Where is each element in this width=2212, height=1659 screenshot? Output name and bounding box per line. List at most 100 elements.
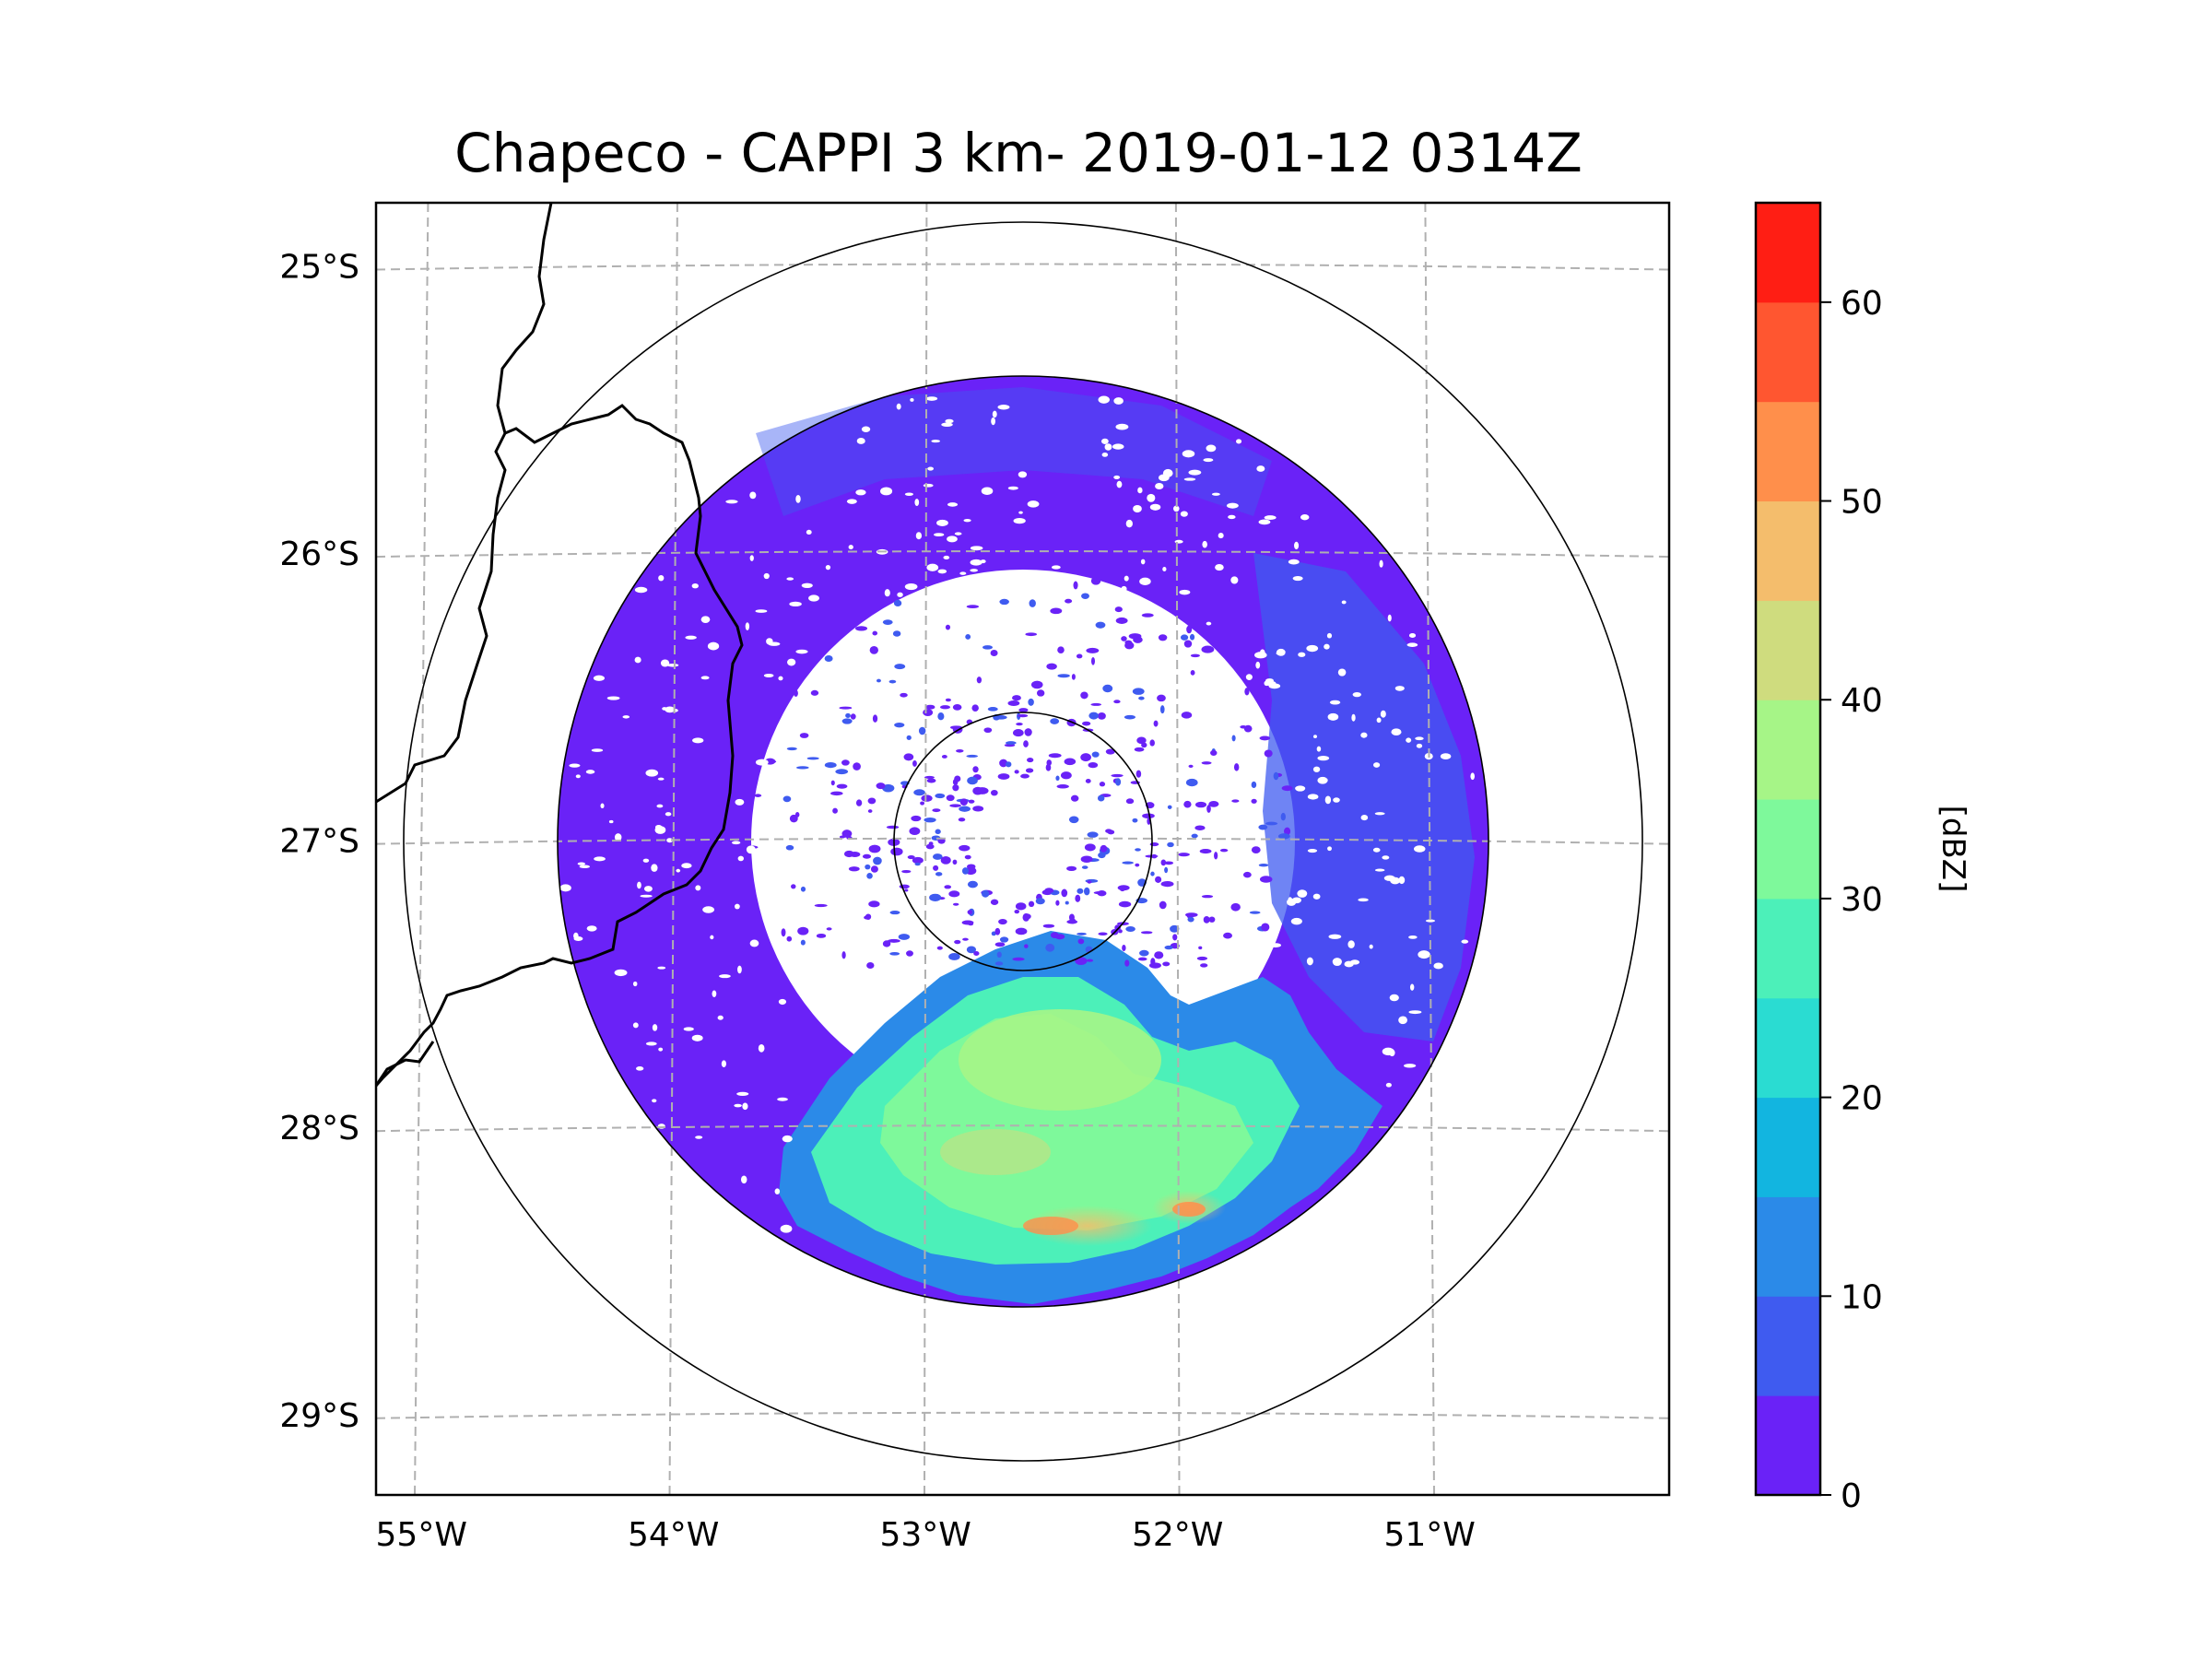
- echo-speckle: [1116, 480, 1123, 488]
- echo-speckle: [1265, 821, 1278, 826]
- echo-speckle: [1139, 577, 1151, 585]
- echo-speckle: [1133, 504, 1142, 513]
- echo-speckle: [1196, 956, 1208, 960]
- colorbar-tick-label: 30: [1841, 881, 1883, 919]
- echo-speckle: [1138, 696, 1145, 700]
- echo-speckle: [1461, 939, 1469, 944]
- echo-speckle: [755, 609, 768, 613]
- echo-speckle: [1081, 865, 1088, 869]
- echo-speckle: [683, 1027, 694, 1031]
- echo-speckle: [1135, 848, 1141, 852]
- echo-speckle: [1261, 923, 1270, 932]
- echo-speckle: [1112, 443, 1124, 450]
- echo-speckle: [990, 789, 998, 796]
- echo-speckle: [948, 952, 960, 960]
- echo-speckle: [569, 763, 581, 768]
- colorbar-tick-label: 40: [1841, 682, 1883, 720]
- echo-speckle: [1276, 648, 1286, 656]
- echo-speckle: [1025, 768, 1034, 773]
- echo-speckle: [810, 689, 819, 696]
- echo-speckle: [996, 951, 1002, 959]
- echo-speckle: [904, 888, 909, 892]
- echo-speckle: [924, 817, 936, 823]
- echo-speckle: [1124, 959, 1130, 967]
- echo-speckle: [1077, 932, 1087, 935]
- echo-speckle: [806, 529, 812, 535]
- echo-speckle: [1307, 794, 1319, 800]
- y-tick-label: 25°S: [279, 249, 359, 287]
- echo-speckle: [787, 658, 796, 666]
- echo-speckle: [786, 577, 794, 581]
- echo-speckle: [1251, 781, 1257, 789]
- echo-speckle: [1023, 740, 1029, 747]
- echo-speckle: [1070, 794, 1079, 802]
- echo-speckle: [758, 1043, 765, 1053]
- echo-speckle: [1104, 443, 1112, 451]
- echo-speckle: [941, 422, 953, 428]
- echo-speckle: [1080, 753, 1091, 762]
- echo-speckle: [948, 890, 960, 898]
- echo-speckle: [1167, 841, 1174, 848]
- echo-speckle: [1210, 749, 1218, 756]
- echo-speckle: [768, 641, 781, 646]
- echo-speckle: [1135, 770, 1142, 778]
- echo-speckle: [745, 622, 750, 630]
- echo-speckle: [782, 795, 792, 803]
- echo-speckle: [707, 641, 720, 651]
- echo-speckle: [1090, 656, 1096, 665]
- echo-speckle: [1018, 708, 1029, 712]
- echo-speckle: [1280, 812, 1286, 821]
- echo-speckle: [912, 759, 917, 767]
- echo-speckle: [1061, 888, 1068, 898]
- echo-speckle: [1203, 915, 1210, 924]
- echo-speckle: [1016, 722, 1023, 726]
- echo-speckle: [1027, 500, 1040, 508]
- echo-speckle: [1294, 541, 1300, 550]
- echo-speckle: [933, 865, 939, 871]
- echo-speckle: [1023, 913, 1031, 920]
- echo-speckle: [935, 793, 946, 799]
- echo-speckle: [806, 757, 819, 760]
- echo-speckle: [1403, 1064, 1417, 1068]
- echo-speckle: [1050, 718, 1060, 724]
- y-tick-labels: 25°S 26°S 27°S 28°S 29°S: [279, 249, 359, 1435]
- echo-speckle: [656, 804, 664, 808]
- echo-speckle: [1202, 540, 1207, 548]
- echo-speckle: [814, 903, 828, 908]
- echo-speckle: [1186, 625, 1193, 634]
- echo-speckle: [1189, 633, 1195, 641]
- echo-speckle: [1028, 900, 1035, 908]
- echo-speckle: [634, 586, 648, 594]
- echo-speckle: [906, 735, 912, 740]
- echo-speckle: [591, 748, 604, 752]
- echo-speckle: [1136, 736, 1147, 745]
- echo-speckle: [970, 546, 983, 551]
- echo-speckle: [642, 858, 650, 863]
- echo-speckle: [657, 966, 666, 970]
- echo-speckle: [937, 712, 945, 721]
- echo-speckle: [1389, 994, 1399, 1002]
- echo-speckle: [1082, 721, 1091, 726]
- echo-speckle: [982, 645, 994, 650]
- echo-speckle: [937, 569, 947, 574]
- echo-speckle: [935, 829, 941, 835]
- echo-speckle: [1137, 487, 1143, 494]
- echo-speckle: [1244, 688, 1250, 696]
- echo-speckle: [808, 594, 819, 602]
- echo-speckle: [967, 776, 978, 785]
- clutter-speckle: [559, 395, 1475, 1233]
- echo-speckle: [1200, 963, 1208, 968]
- echo-speckle: [1055, 775, 1060, 781]
- echo-speckle: [1324, 795, 1332, 805]
- echo-speckle: [786, 935, 793, 942]
- echo-speckle: [1045, 763, 1052, 771]
- echo-speckle: [1150, 958, 1156, 966]
- colorbar-ticks: 0 10 20 30 40 50 60: [1820, 285, 1883, 1515]
- echo-speckle: [1258, 824, 1268, 830]
- echo-speckle: [763, 673, 774, 678]
- echo-speckle: [1360, 732, 1368, 738]
- chart-title: Chapeco - CAPPI 3 km- 2019-01-12 0314Z: [454, 122, 1583, 184]
- echo-speckle: [899, 884, 910, 889]
- echo-speckle: [742, 1102, 748, 1111]
- echo-speckle: [907, 854, 915, 860]
